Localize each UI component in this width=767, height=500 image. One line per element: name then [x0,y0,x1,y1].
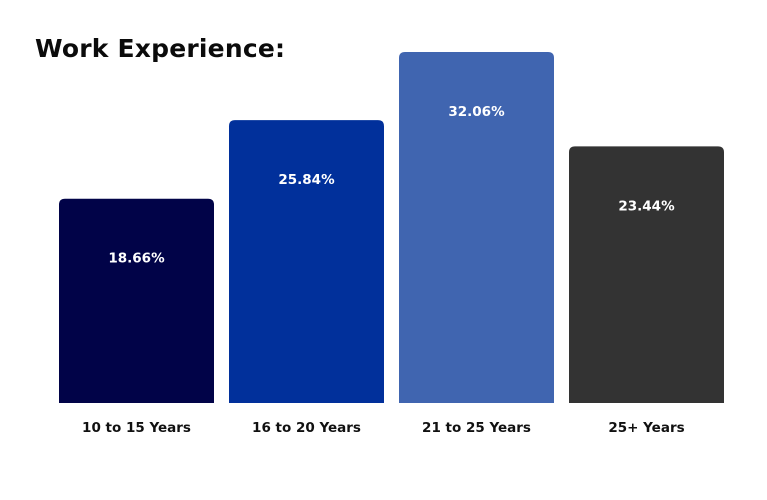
category-tick-label: 16 to 20 Years [252,420,361,436]
chart-title: Work Experience: [35,34,286,63]
bar-value-label: 23.44% [618,198,675,214]
bar-group: 25.84% 16 to 20 Years [229,120,384,436]
bar-group: 18.66% 10 to 15 Years [59,198,214,436]
category-tick-label: 21 to 25 Years [422,420,531,436]
bar-group: 32.06% 21 to 25 Years [399,52,554,436]
category-tick-label: 25+ Years [608,420,684,436]
bar-value-label: 32.06% [448,104,505,120]
bar [229,120,384,404]
bar [59,198,214,403]
bar [569,146,724,404]
bar [399,52,554,403]
category-tick-label: 10 to 15 Years [82,420,191,436]
bar-group: 23.44% 25+ Years [569,146,724,436]
bar-value-label: 25.84% [278,172,335,188]
bar-value-label: 18.66% [108,251,165,267]
